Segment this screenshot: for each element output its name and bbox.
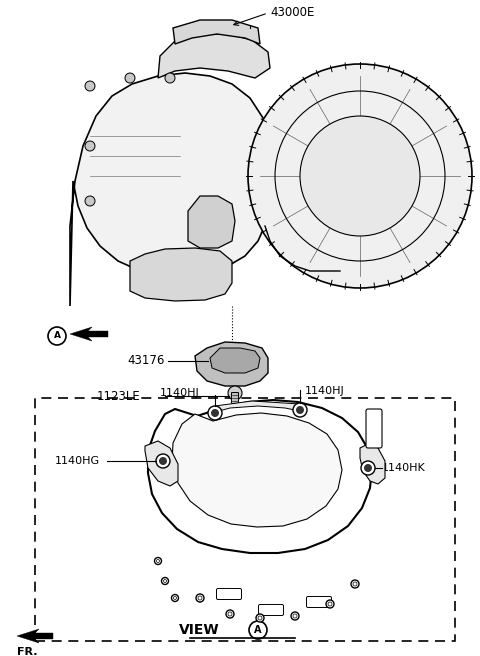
Circle shape [361,461,375,475]
Polygon shape [215,401,300,412]
Circle shape [208,406,222,420]
Text: A: A [53,331,60,340]
Circle shape [351,580,359,588]
Text: VIEW: VIEW [180,623,220,637]
Polygon shape [70,73,273,306]
Circle shape [228,612,232,616]
FancyBboxPatch shape [35,398,455,641]
FancyBboxPatch shape [216,588,241,600]
Polygon shape [172,413,342,527]
Circle shape [125,73,135,83]
Circle shape [48,327,66,345]
Circle shape [85,81,95,91]
Circle shape [164,579,167,583]
Polygon shape [17,629,53,643]
Circle shape [156,560,159,562]
Circle shape [364,464,372,472]
Circle shape [198,596,202,600]
Circle shape [85,196,95,206]
Circle shape [211,409,219,417]
FancyBboxPatch shape [231,392,239,403]
Circle shape [326,600,334,608]
Circle shape [155,558,161,565]
Circle shape [353,582,357,586]
FancyBboxPatch shape [366,409,382,448]
Text: FR.: FR. [17,647,37,656]
Circle shape [293,614,297,618]
Polygon shape [360,444,385,484]
Text: 43000E: 43000E [270,7,314,20]
Circle shape [328,602,332,606]
Polygon shape [195,342,268,386]
Text: 1140HG: 1140HG [55,456,100,466]
Text: A: A [254,625,262,635]
Circle shape [249,621,267,639]
Circle shape [300,116,420,236]
Circle shape [256,614,264,622]
Circle shape [161,577,168,584]
Circle shape [165,73,175,83]
Polygon shape [130,248,232,301]
Polygon shape [70,327,108,341]
Polygon shape [145,441,178,486]
Circle shape [173,596,177,600]
Circle shape [293,403,307,417]
Circle shape [85,141,95,151]
Text: 1140HJ: 1140HJ [160,388,200,398]
Circle shape [171,594,179,602]
Circle shape [156,454,170,468]
Circle shape [228,386,242,400]
FancyBboxPatch shape [259,604,284,615]
Text: 1123LE: 1123LE [96,390,140,403]
Text: 43176: 43176 [128,354,165,367]
Polygon shape [158,34,270,78]
Circle shape [159,457,167,465]
Text: 1140HK: 1140HK [382,463,426,473]
Text: 1140HJ: 1140HJ [305,386,345,396]
Circle shape [291,612,299,620]
Circle shape [196,594,204,602]
Circle shape [226,610,234,618]
Circle shape [296,406,304,414]
Circle shape [248,64,472,288]
Circle shape [258,616,262,620]
Polygon shape [188,196,235,248]
Polygon shape [148,400,372,553]
FancyBboxPatch shape [307,596,332,607]
Polygon shape [210,348,260,373]
Polygon shape [173,20,260,44]
